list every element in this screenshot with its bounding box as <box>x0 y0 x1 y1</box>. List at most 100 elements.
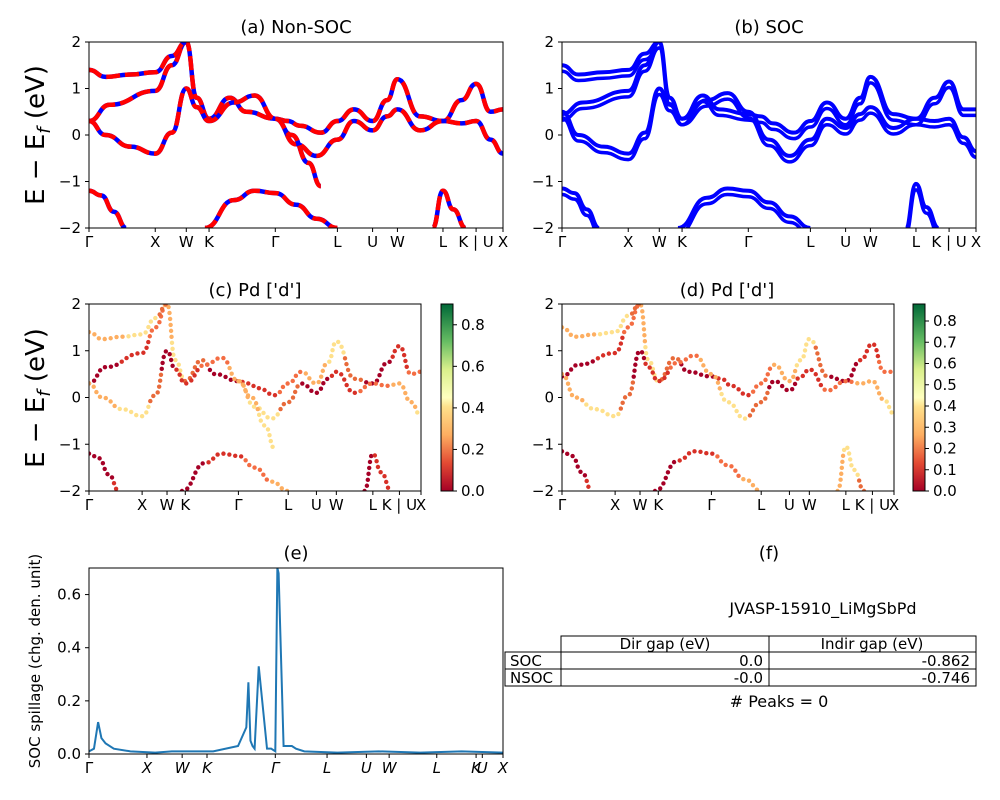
proj-dot-1 <box>97 394 103 400</box>
proj-dot-0 <box>579 362 584 367</box>
proj-dot-3 <box>148 319 154 324</box>
proj-dot-4 <box>188 481 193 486</box>
axes-frame-d <box>561 303 895 492</box>
proj-dot-2 <box>97 456 102 461</box>
proj-dot-0 <box>746 392 751 398</box>
proj-dot-0 <box>750 389 756 394</box>
proj-dot-1 <box>605 412 610 417</box>
spillage-xtick-10: U <box>477 759 488 777</box>
proj-dot-3 <box>564 327 570 333</box>
col-header-indir: Indir gap (eV) <box>821 635 924 653</box>
proj-dot-2 <box>575 464 580 469</box>
xtick-d-0: Γ <box>558 496 567 514</box>
proj-dot-0 <box>94 373 100 378</box>
material-id: JVASP-15910_LiMgSbPd <box>728 599 916 619</box>
spillage-xtick-11: X <box>497 759 509 777</box>
proj-dot-0 <box>228 377 234 382</box>
proj-dot-0 <box>311 380 316 385</box>
proj-dot-5 <box>256 412 262 418</box>
proj-dot-1 <box>168 357 174 363</box>
proj-dot-0 <box>146 339 151 345</box>
proj-dot-1 <box>342 377 347 382</box>
proj-dot-0 <box>853 361 859 367</box>
proj-dot-0 <box>573 363 578 368</box>
xtick-c-2: W <box>160 496 175 514</box>
proj-dot-0 <box>348 373 353 378</box>
proj-dot-1 <box>701 363 706 368</box>
proj-dot-0 <box>875 353 881 359</box>
proj-dot-0 <box>806 337 811 342</box>
panel-b-title: (b) SOC <box>734 17 803 38</box>
proj-dot-0 <box>277 389 283 395</box>
ytick-d-3: 1 <box>544 342 554 360</box>
proj-dot-1 <box>804 368 809 374</box>
proj-dot-1 <box>251 404 257 409</box>
proj-dot-0 <box>119 359 124 364</box>
proj-dot-0 <box>207 367 213 373</box>
proj-dot-1 <box>809 367 814 373</box>
proj-dot-1 <box>618 406 624 411</box>
proj-dot-1 <box>753 402 759 408</box>
proj-dot-5 <box>852 467 857 473</box>
proj-dot-0 <box>818 362 823 368</box>
proj-dot-0 <box>285 381 290 386</box>
proj-dot-1 <box>409 400 414 405</box>
proj-dot-1 <box>678 360 683 365</box>
proj-dot-1 <box>151 393 156 399</box>
proj-dot-1 <box>229 371 234 376</box>
proj-dot-3 <box>138 332 143 337</box>
proj-dot-5 <box>840 453 846 459</box>
proj-dot-1 <box>567 387 572 392</box>
ytick-d-2: 0 <box>544 389 554 407</box>
proj-dot-0 <box>329 353 334 359</box>
proj-dot-1 <box>662 375 667 381</box>
proj-dot-5 <box>240 382 246 387</box>
proj-dot-0 <box>882 369 887 374</box>
proj-dot-0 <box>779 370 785 376</box>
proj-dot-0 <box>801 354 806 359</box>
proj-dot-0 <box>874 348 879 353</box>
proj-dot-0 <box>820 368 825 373</box>
colorbar-d-tick-4: 0.4 <box>933 397 957 415</box>
proj-dot-1 <box>305 384 310 389</box>
proj-dot-0 <box>645 356 650 362</box>
proj-dot-0 <box>364 380 369 385</box>
proj-dot-0 <box>406 370 411 375</box>
axes-frame-b <box>561 41 977 229</box>
ytick-b-3: 1 <box>544 80 554 98</box>
proj-dot-1 <box>189 378 194 383</box>
xtick-a-2: W <box>179 233 194 251</box>
proj-dot-1 <box>373 381 379 386</box>
ytick-a-4: 2 <box>71 33 81 51</box>
proj-dot-6 <box>364 483 370 488</box>
proj-dot-6 <box>378 469 383 475</box>
proj-dot-1 <box>713 374 718 380</box>
proj-dot-4 <box>193 470 198 475</box>
xtick-b-7: W <box>863 233 878 251</box>
band-line-soc-split-5 <box>906 188 936 228</box>
proj-dot-1 <box>163 349 169 354</box>
proj-dot-5 <box>849 463 854 468</box>
proj-dot-1 <box>215 356 220 361</box>
proj-dot-1 <box>784 387 789 393</box>
proj-dot-1 <box>221 355 226 361</box>
spillage-xtick-8: L <box>433 759 441 777</box>
proj-dot-0 <box>590 359 595 364</box>
spillage-ytick-0: 0.0 <box>57 745 81 763</box>
proj-dot-0 <box>358 377 364 382</box>
proj-dot-0 <box>400 347 405 352</box>
ytick-b-0: −2 <box>532 219 554 237</box>
proj-dot-1 <box>580 397 585 403</box>
proj-dot-0 <box>298 369 303 375</box>
proj-dot-1 <box>828 387 833 393</box>
proj-dot-1 <box>89 381 92 386</box>
proj-dot-1 <box>192 373 197 378</box>
proj-dot-0 <box>612 350 618 356</box>
colorbar-c-tick-2: 0.4 <box>461 399 485 417</box>
proj-dot-0 <box>154 324 159 330</box>
proj-dot-0 <box>736 387 741 392</box>
proj-dot-1 <box>309 388 314 394</box>
proj-dot-1 <box>837 380 843 386</box>
proj-dot-0 <box>641 327 647 332</box>
